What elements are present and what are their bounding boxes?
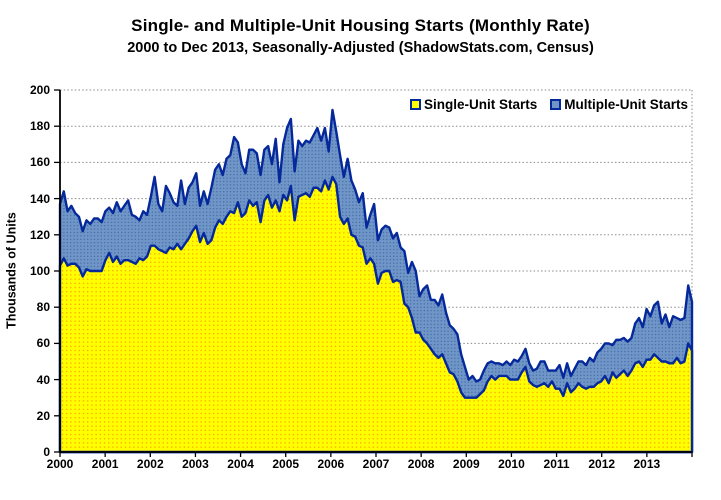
chart-title: Single- and Multiple-Unit Housing Starts… [131,16,590,35]
y-tick-label: 160 [29,155,50,170]
single-unit-swatch-icon [409,99,421,110]
legend-item-single: Single-Unit Starts [409,97,538,112]
x-tick-label: 2013 [633,457,661,471]
y-tick-label: 140 [29,191,50,206]
x-tick-label: 2011 [543,457,570,471]
x-tick-label: 2007 [362,457,390,471]
x-tick-label: 2012 [588,457,616,471]
y-tick-label: 60 [36,336,50,351]
multiple-unit-swatch-icon [550,99,562,110]
y-tick-label: 180 [29,119,50,134]
x-tick-label: 2002 [136,457,164,471]
legend-label-multiple: Multiple-Unit Starts [564,97,688,112]
x-tick-label: 2005 [272,457,300,471]
y-tick-label: 20 [36,408,50,423]
y-tick-label: 100 [29,264,50,278]
x-tick-label: 2000 [46,457,74,471]
legend-item-multiple: Multiple-Unit Starts [550,97,688,112]
x-tick-label: 2004 [227,457,254,471]
legend: Single-Unit Starts Multiple-Unit Starts [409,97,688,112]
x-tick-label: 2008 [407,457,435,471]
y-tick-label: 200 [29,83,50,97]
plot-area [54,89,694,457]
y-tick-label: 40 [36,372,50,387]
chart-subtitle: 2000 to Dec 2013, Seasonally-Adjusted (S… [127,40,594,56]
y-tick-label: 120 [29,227,50,242]
x-tick-label: 2010 [498,457,525,471]
y-tick-label: 0 [43,445,50,459]
legend-label-single: Single-Unit Starts [423,97,538,112]
x-tick-label: 2006 [317,457,345,471]
x-tick-label: 2003 [182,457,209,471]
y-tick-label: 80 [36,300,50,315]
x-tick-label: 2001 [91,457,119,471]
x-tick-label: 2009 [452,457,480,471]
